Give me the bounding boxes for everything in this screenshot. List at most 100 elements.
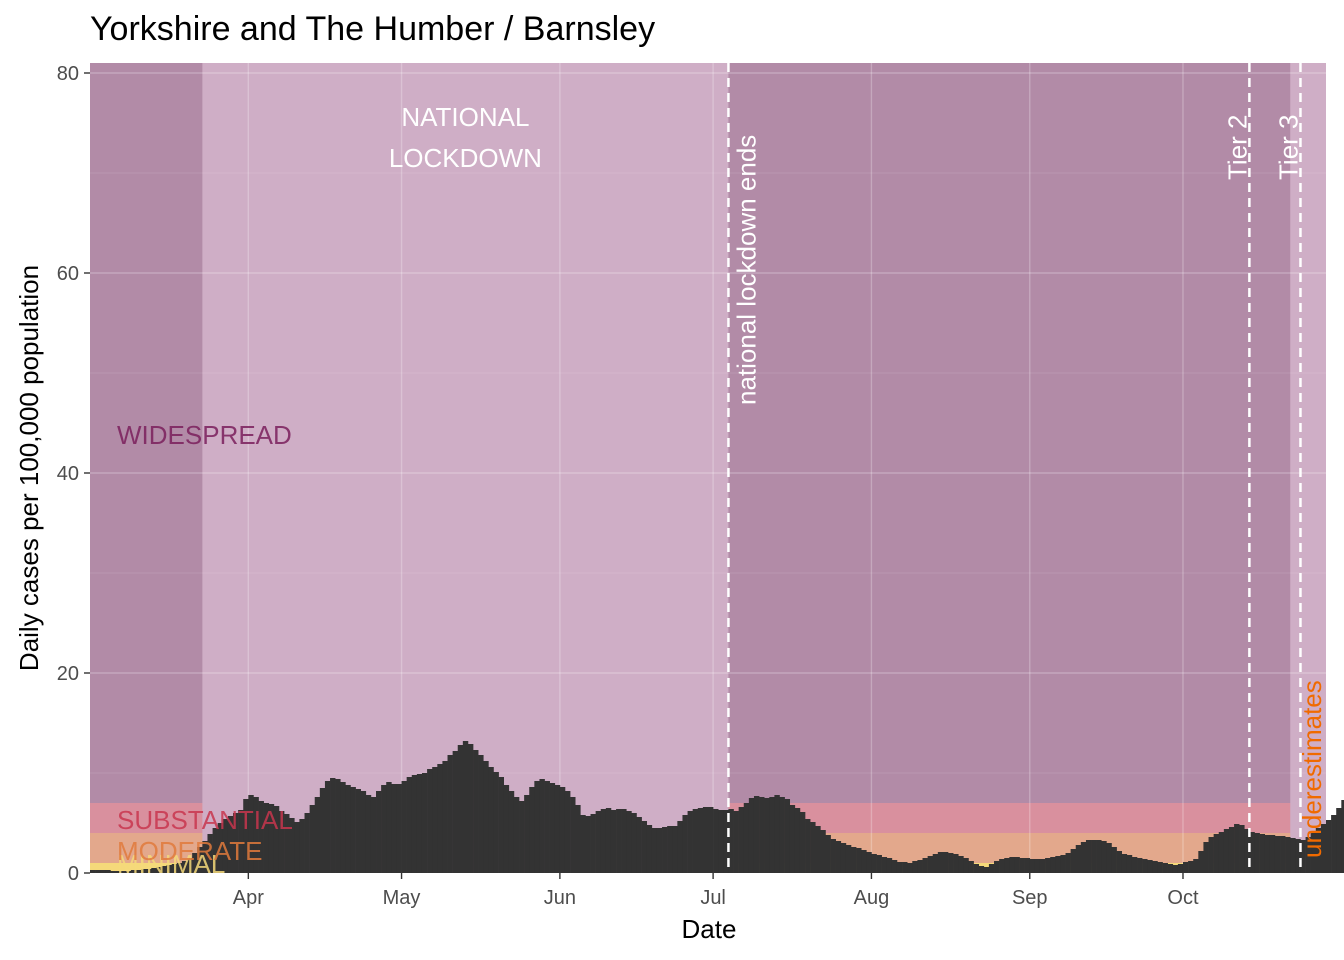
bar — [554, 785, 561, 873]
bar — [917, 860, 923, 873]
y-tick-label: 40 — [57, 463, 79, 485]
bar — [488, 767, 494, 873]
bar — [799, 812, 806, 873]
bar — [784, 799, 791, 873]
bar — [360, 791, 367, 873]
bar — [963, 858, 969, 873]
bar — [90, 870, 96, 873]
bar — [1331, 815, 1337, 873]
underestimates-label: underestimates — [1297, 680, 1327, 858]
bar — [769, 797, 775, 873]
bar — [621, 809, 627, 873]
bar — [605, 808, 612, 873]
bar — [738, 807, 745, 873]
bar — [1300, 840, 1306, 873]
bar — [570, 797, 576, 873]
bar — [324, 781, 331, 873]
bar — [1213, 834, 1220, 873]
bar — [779, 797, 785, 873]
bar — [1039, 859, 1046, 873]
gridlines — [90, 63, 1326, 874]
bar — [1096, 840, 1102, 873]
level-label-minimal: MINIMAL — [117, 849, 225, 879]
bar — [667, 826, 673, 873]
bar — [789, 805, 796, 873]
level-label-substantial: SUBSTANTIAL — [117, 805, 293, 835]
y-tick-label: 20 — [57, 663, 79, 685]
bar — [1274, 836, 1281, 873]
bar — [1193, 859, 1199, 873]
bar — [1029, 859, 1036, 873]
bar — [1065, 853, 1071, 873]
bar — [1050, 857, 1056, 873]
bar — [166, 865, 173, 873]
x-tick-label: Oct — [1167, 887, 1199, 909]
bar — [1315, 828, 1322, 873]
bar — [973, 864, 979, 873]
bar — [861, 850, 867, 873]
bar — [156, 867, 162, 873]
bar — [120, 871, 127, 873]
lockdown-label-line-2: LOCKDOWN — [389, 143, 542, 173]
x-axis-label: Date — [682, 914, 737, 944]
bar — [626, 811, 632, 873]
bar — [942, 852, 949, 873]
bar — [1142, 859, 1148, 873]
bar — [544, 781, 550, 873]
bar — [539, 779, 545, 873]
bar — [1157, 862, 1163, 873]
x-tick-label: Apr — [233, 887, 264, 909]
bar — [856, 848, 862, 873]
bar — [580, 815, 586, 873]
bar — [564, 791, 571, 873]
bar — [421, 773, 428, 873]
bar — [1295, 839, 1301, 873]
bar — [988, 864, 995, 873]
bar — [794, 808, 801, 873]
x-tick-label: Aug — [854, 887, 890, 909]
bars — [90, 741, 1344, 873]
bar — [1111, 847, 1117, 873]
bar — [273, 806, 280, 873]
bar — [386, 782, 392, 873]
bar — [171, 864, 178, 873]
bar — [207, 834, 213, 873]
bar — [713, 809, 719, 873]
bar — [641, 821, 648, 873]
bar — [697, 808, 704, 873]
bar — [994, 861, 1000, 873]
bar — [146, 869, 152, 873]
bar — [457, 745, 464, 873]
bar — [1259, 834, 1266, 873]
bar — [886, 858, 893, 873]
bar — [896, 862, 903, 873]
bar — [1131, 857, 1138, 873]
bar — [840, 843, 847, 873]
bar — [161, 866, 167, 873]
bar — [820, 830, 826, 873]
x-tick-label: Sep — [1012, 887, 1048, 909]
bar — [513, 797, 520, 873]
bar — [1075, 845, 1082, 873]
bar — [319, 788, 326, 873]
bar — [590, 814, 596, 873]
bar — [805, 819, 811, 873]
bar — [922, 858, 928, 873]
bar — [815, 826, 821, 873]
bar — [411, 775, 418, 873]
bar — [774, 795, 780, 873]
bar — [284, 814, 290, 873]
bar — [335, 779, 341, 873]
shaded-period-1 — [202, 63, 729, 873]
bar — [1024, 858, 1031, 873]
bar — [733, 811, 739, 873]
bar — [141, 869, 147, 873]
bar — [125, 871, 132, 873]
bar — [202, 841, 208, 873]
bar — [197, 847, 203, 873]
bar — [1320, 824, 1327, 873]
y-tick-label: 60 — [57, 263, 79, 285]
shaded-period-2 — [1290, 63, 1326, 873]
bar — [1239, 825, 1245, 873]
bar — [1336, 808, 1342, 873]
